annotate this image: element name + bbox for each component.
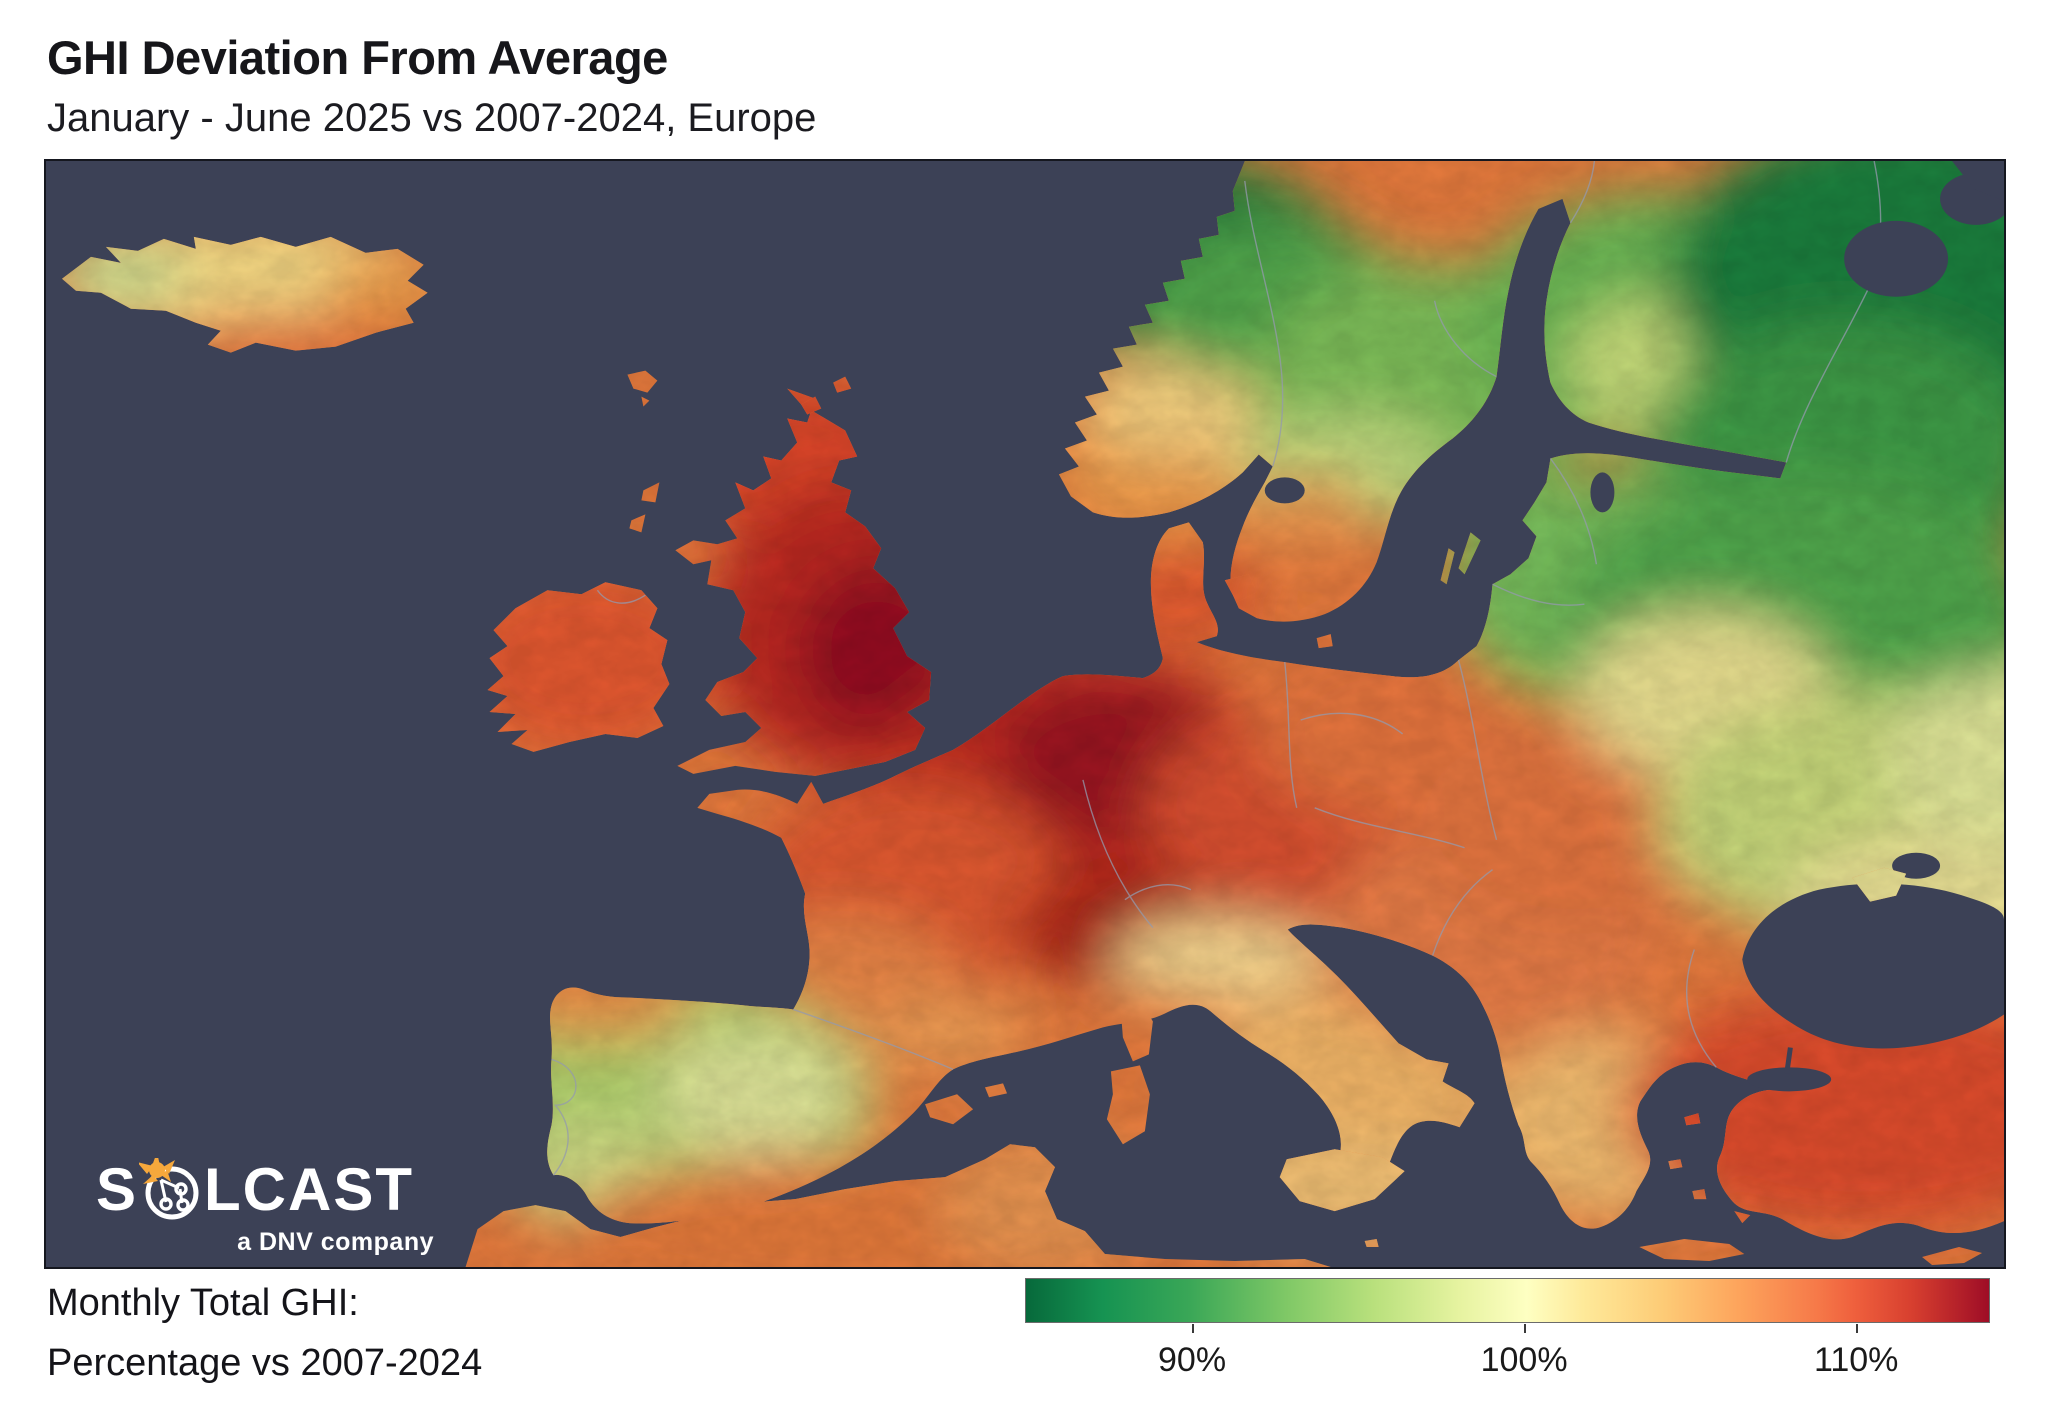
europe-ghi-deviation-map: S LCAST	[44, 159, 2006, 1269]
colorbar-label-110: 110%	[1813, 1341, 1899, 1379]
sea-of-marmara	[1747, 1067, 1832, 1092]
wordmark-right: LCAST	[204, 1156, 415, 1223]
logo-tagline: a DNV company	[237, 1228, 434, 1256]
bosphorus	[1784, 1047, 1793, 1074]
wordmark-left: S	[96, 1156, 139, 1223]
solcast-logo: S LCAST	[96, 1158, 436, 1257]
colorbar-tick-90	[1192, 1324, 1195, 1333]
colorbar-label-90: 90%	[1158, 1341, 1227, 1379]
lake-peipus	[1590, 472, 1615, 513]
page-title: GHI Deviation From Average	[47, 31, 668, 84]
solcast-wordmark: S LCAST	[96, 1158, 436, 1222]
colorbar-label-100: 100%	[1480, 1341, 1568, 1379]
lake-vanern	[1264, 477, 1305, 504]
lake-ladoga	[1844, 220, 1949, 297]
sun-icon	[139, 1158, 176, 1184]
sea-of-azov	[1892, 852, 1941, 879]
black-sea	[1742, 883, 2004, 1049]
colorbar: 90% 100% 110%	[1025, 1278, 1990, 1379]
solcast-o-icon	[139, 1158, 199, 1220]
inland-seas	[1264, 161, 2004, 1092]
page-subtitle: January - June 2025 vs 2007-2024, Europe	[47, 96, 817, 140]
colorbar-tick-110	[1856, 1324, 1859, 1333]
white-sea	[1952, 161, 2004, 201]
legend-subtitle: Percentage vs 2007-2024	[47, 1342, 483, 1384]
legend-title: Monthly Total GHI:	[47, 1282, 359, 1324]
colorbar-tick-100	[1524, 1324, 1527, 1333]
europe-map-svg	[46, 161, 2004, 1267]
